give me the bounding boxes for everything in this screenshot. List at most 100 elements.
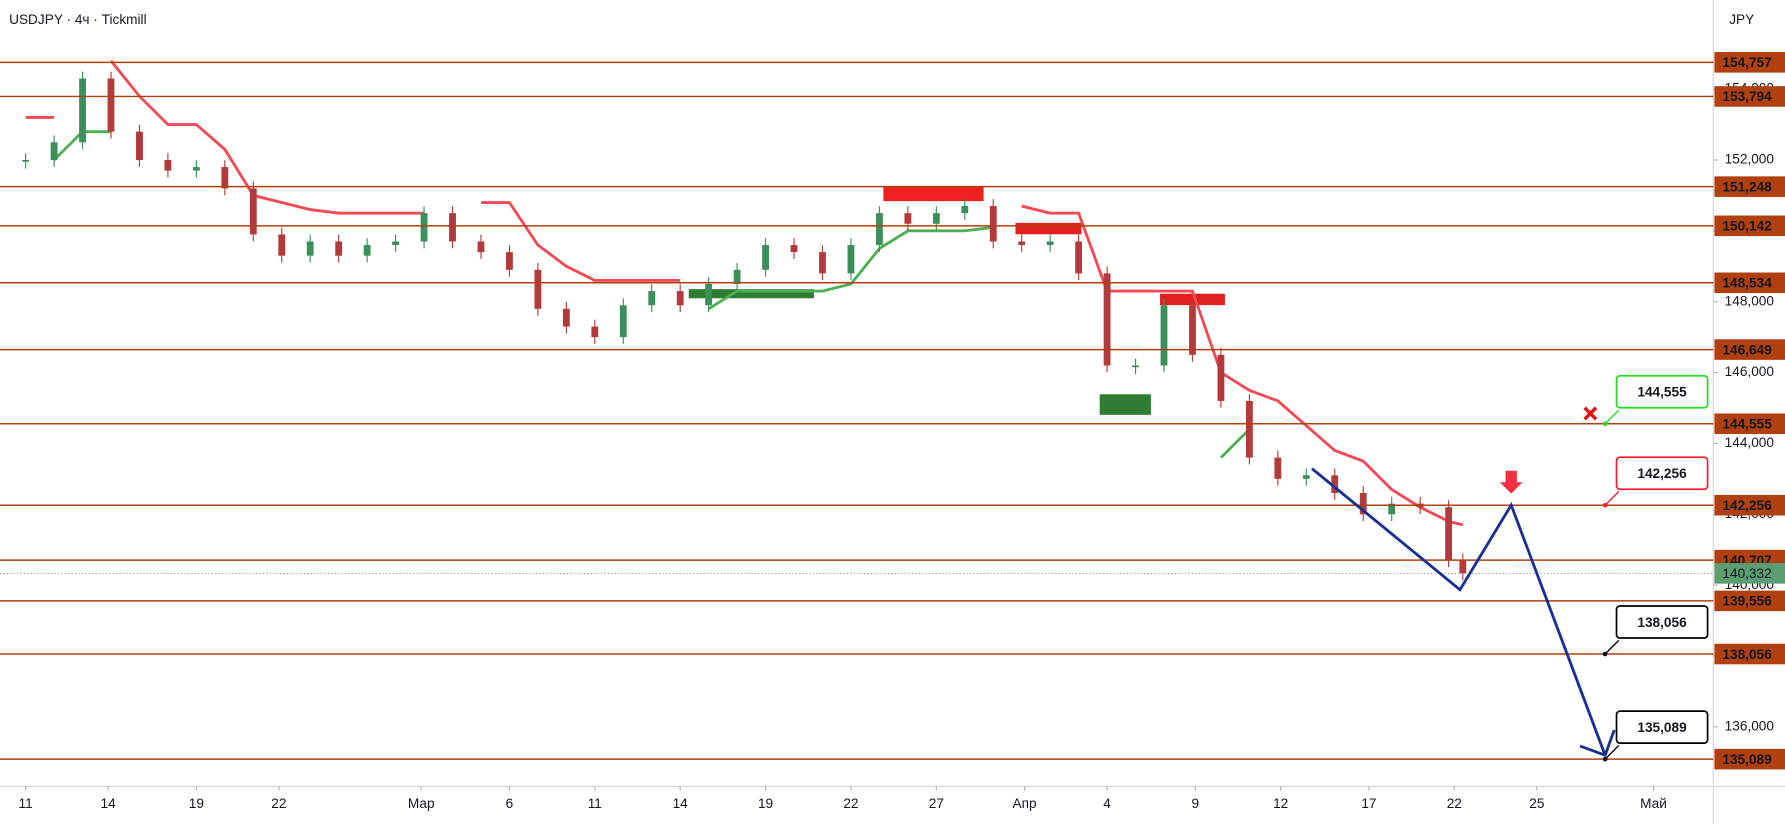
- y-tick-label: 144,000: [1725, 435, 1775, 450]
- candle-body: [392, 241, 400, 246]
- x-tick-label: 17: [1361, 796, 1376, 811]
- forecast-arrowhead: [1579, 729, 1616, 758]
- demand-zone: [688, 289, 814, 299]
- chart-title: USDJPY · 4ч · Tickmill: [9, 12, 147, 27]
- candle-body: [477, 241, 485, 253]
- candle-body: [335, 241, 343, 256]
- candle-body: [1359, 493, 1367, 515]
- stop-marker: [1583, 406, 1598, 421]
- candle-body: [79, 78, 86, 143]
- y-tick-label: 152,000: [1725, 152, 1775, 167]
- supertrend-resistance: [480, 201, 681, 282]
- target-label: 138,056: [1637, 615, 1687, 630]
- x-tick-label: 12: [1273, 796, 1288, 811]
- candle-body: [705, 284, 713, 306]
- candle-body: [932, 213, 940, 224]
- x-tick-label: 11: [588, 796, 602, 811]
- candle-body: [1189, 305, 1196, 355]
- price-level-label: 142,256: [1722, 498, 1772, 513]
- price-level-tag: [1714, 215, 1785, 237]
- price-level-label: 138,056: [1722, 647, 1772, 662]
- x-tick-label: 27: [929, 796, 944, 811]
- current-price-label: 140,332: [1722, 566, 1771, 581]
- price-level-tag: [1714, 494, 1785, 516]
- candle-body: [733, 269, 741, 285]
- candle-body: [1046, 241, 1054, 246]
- candle-body: [904, 213, 912, 224]
- x-tick-label: 19: [758, 796, 773, 811]
- price-level-label: 148,534: [1722, 276, 1772, 291]
- price-level-label: 139,556: [1722, 594, 1772, 609]
- target-box: [1615, 456, 1709, 491]
- price-level-tag: [1714, 86, 1785, 107]
- x-tick-label: 4: [1103, 796, 1111, 811]
- x-tick-label: Май: [1640, 796, 1667, 811]
- candle-body: [1245, 400, 1253, 458]
- candle-body: [1459, 560, 1467, 574]
- supply-zone: [883, 186, 984, 202]
- candle-body: [790, 245, 798, 253]
- x-tick-label: 14: [673, 796, 689, 811]
- supertrend-support: [1219, 428, 1251, 459]
- demand-zone: [1099, 394, 1151, 415]
- candle-body: [136, 131, 143, 160]
- currency-label: JPY: [1729, 12, 1754, 27]
- candle-body: [1302, 475, 1310, 479]
- candle-body: [278, 234, 286, 256]
- candle-body: [847, 245, 855, 274]
- y-tick-label: 146,000: [1725, 364, 1775, 379]
- x-tick-label: 22: [271, 796, 286, 811]
- candle-body: [648, 291, 656, 306]
- candle-body: [107, 78, 115, 132]
- target-label: 135,089: [1637, 720, 1687, 735]
- x-tick-label: 22: [843, 796, 858, 811]
- candle-body: [221, 167, 229, 189]
- candle-body: [1388, 503, 1396, 515]
- candle-body: [819, 252, 826, 274]
- sell-arrow: [1499, 470, 1523, 494]
- supertrend-resistance: [1021, 204, 1464, 527]
- target-pointer: [1604, 744, 1620, 760]
- candle-body: [1075, 241, 1083, 274]
- candle-body: [875, 213, 883, 246]
- price-level-tag: [1714, 272, 1785, 294]
- current-price-tag: [1714, 563, 1785, 584]
- x-tick-label: 25: [1529, 796, 1545, 811]
- candle-body: [363, 245, 371, 256]
- candle-body: [506, 252, 513, 270]
- candle-body: [534, 269, 542, 309]
- price-level-label: 150,142: [1722, 219, 1772, 234]
- target-box: [1615, 605, 1709, 639]
- price-level-label: 144,555: [1722, 417, 1772, 432]
- price-level-label: 146,649: [1722, 342, 1772, 357]
- candle-body: [449, 213, 456, 242]
- price-level-tag: [1714, 176, 1785, 197]
- candle-body: [676, 291, 684, 306]
- price-level-label: 154,757: [1722, 55, 1771, 70]
- candle-body: [22, 159, 30, 162]
- target-label: 144,555: [1637, 385, 1687, 400]
- candle-body: [989, 206, 997, 242]
- price-level-tag: [1714, 748, 1785, 770]
- x-tick-label: 6: [506, 796, 514, 811]
- price-level-label: 135,089: [1722, 752, 1772, 767]
- candle-body: [619, 305, 627, 338]
- x-tick-label: 22: [1447, 796, 1462, 811]
- candle-body: [192, 167, 200, 171]
- candle-body: [591, 326, 599, 338]
- price-level-tag: [1714, 413, 1785, 435]
- candle-body: [306, 241, 314, 256]
- price-level-tag: [1714, 590, 1785, 612]
- candle-body: [1274, 457, 1282, 479]
- supertrend-support: [707, 225, 994, 311]
- x-tick-label: Мар: [408, 796, 435, 811]
- candle-body: [164, 159, 172, 171]
- price-level-tag: [1714, 339, 1785, 360]
- target-pointer: [1604, 409, 1620, 425]
- candle-body: [1132, 365, 1139, 368]
- x-tick-label: 19: [189, 796, 204, 811]
- supply-zone: [1015, 222, 1082, 235]
- target-box: [1615, 710, 1709, 745]
- target-label: 142,256: [1637, 466, 1687, 481]
- price-level-label: 151,248: [1722, 179, 1772, 194]
